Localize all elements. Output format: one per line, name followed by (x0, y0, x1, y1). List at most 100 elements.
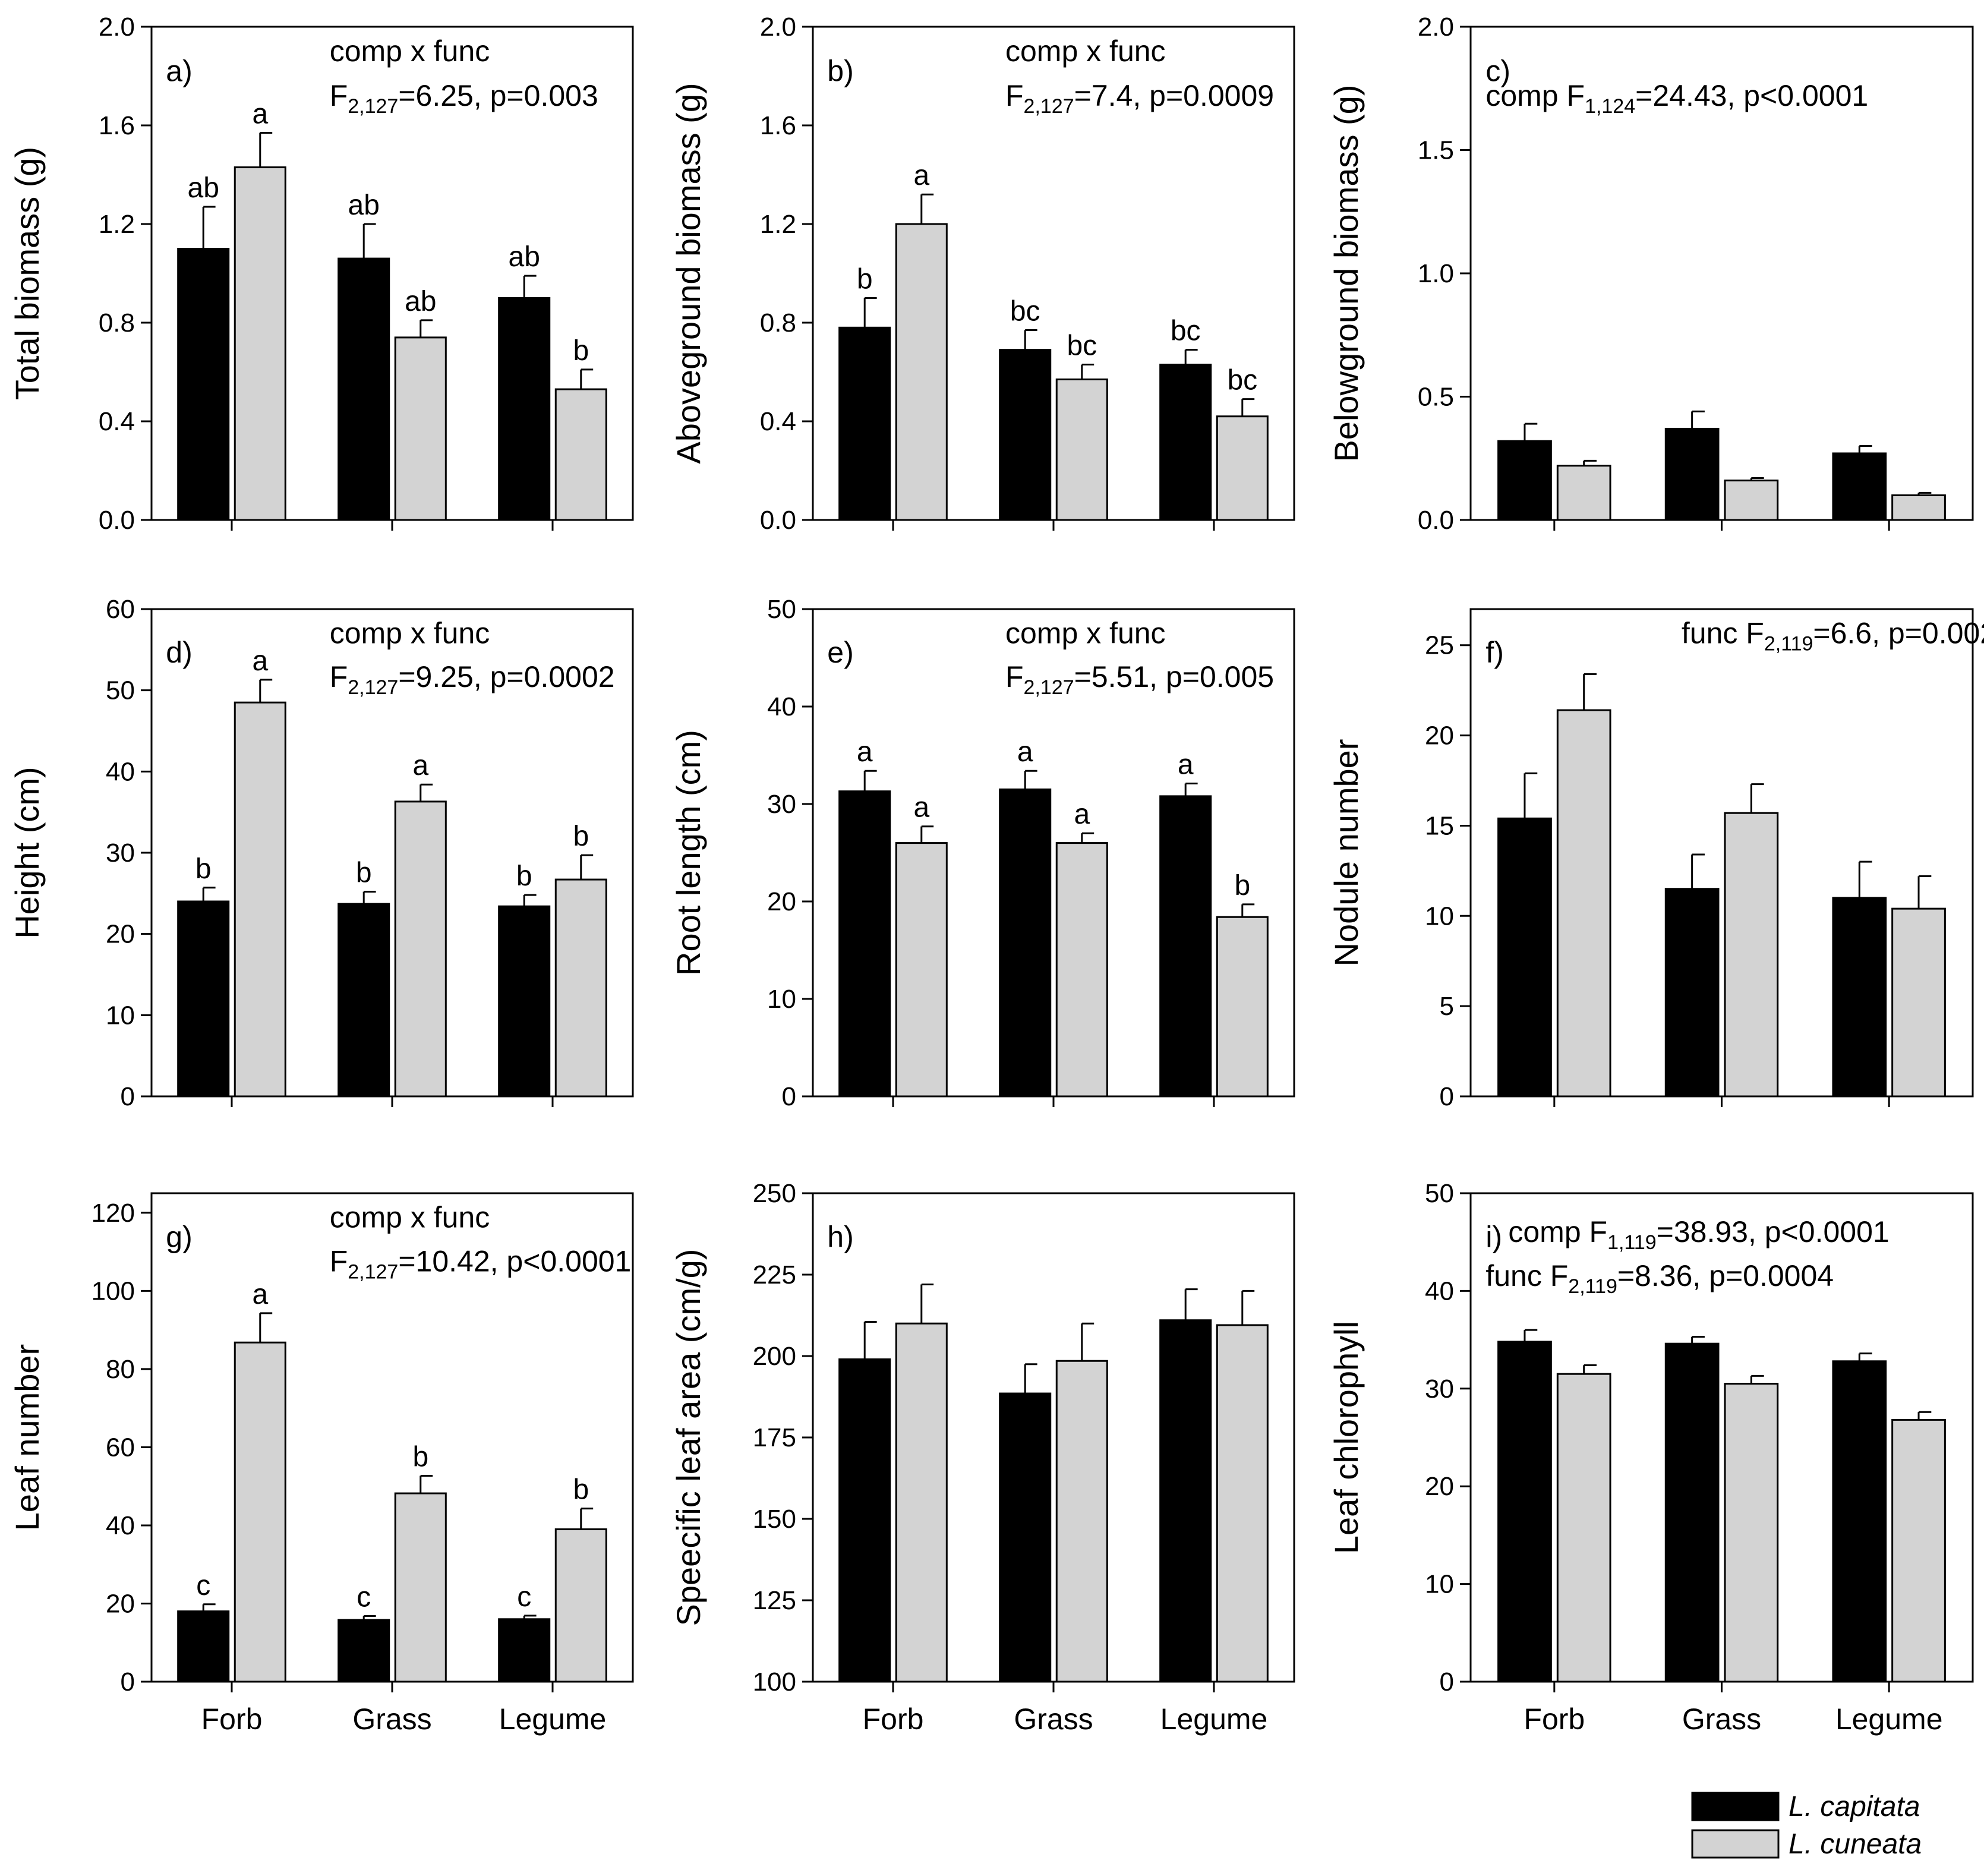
significance-letter: bc (1227, 365, 1257, 396)
significance-letter: a (913, 160, 929, 191)
bar (394, 336, 447, 521)
y-tick-label: 100 (753, 1667, 796, 1697)
y-tick-label: 20 (106, 1589, 135, 1618)
panels: 0.0 0.4 0.8 1.2 1.6 2.0 Total biomass (g) a) com… (8, 12, 1984, 1736)
significance-letter: b (857, 264, 873, 295)
panel-c: 0.0 0.5 1.0 1.5 2.0 Belowground biomass (g) c)… (1327, 12, 1974, 535)
x-category-label: Forb (1524, 1702, 1585, 1736)
stat-line-1: comp x func (1005, 34, 1166, 68)
bar (1891, 907, 1946, 1098)
y-tick-label: 2.0 (1418, 12, 1454, 42)
significance-letter: a (252, 1279, 268, 1310)
y-tick-label: 2.0 (760, 12, 796, 42)
bar (1832, 452, 1887, 521)
y-tick-label: 0 (1440, 1667, 1454, 1697)
stat-line-1: func F2,119=6.6, p=0.002 (1682, 616, 1984, 655)
stat-line-1: comp F1,124=24.43, p<0.0001 (1485, 79, 1868, 118)
bar (337, 1619, 390, 1683)
panel-g: 0 20 40 60 80 100 120 Leaf number g) comp x func F… (8, 1192, 634, 1736)
legend-swatch-l-capitata (1691, 1792, 1780, 1821)
bar (498, 1618, 551, 1683)
significance-letter: b (573, 335, 589, 367)
significance-letter: ab (188, 172, 219, 204)
significance-letter: c (357, 1582, 371, 1613)
bar (1216, 415, 1269, 521)
significance-letter: a (857, 736, 873, 768)
significance-letter: b (573, 1474, 589, 1506)
bar (1724, 1383, 1779, 1683)
bar (999, 788, 1052, 1098)
y-axis-title: Root length (cm) (670, 730, 707, 976)
stat-line-1: comp x func (330, 1201, 490, 1234)
y-tick-label: 10 (106, 1001, 135, 1030)
x-category-label: Forb (201, 1702, 263, 1736)
y-tick-label: 0 (121, 1082, 135, 1111)
stat-line-2: F2,127=7.4, p=0.0009 (1005, 79, 1274, 118)
panel-b: 0.0 0.4 0.8 1.2 1.6 2.0 Aboveground biomass (g… (670, 12, 1295, 535)
significance-letter: c (517, 1581, 531, 1613)
y-tick-label: 0.4 (760, 407, 796, 436)
significance-letter: b (573, 821, 589, 852)
bar (1724, 480, 1779, 521)
y-tick-label: 200 (753, 1342, 796, 1371)
y-tick-label: 1.6 (760, 111, 796, 140)
panel-i: 0 10 20 30 40 50 Leaf chlorophyll i) comp F1,119… (1327, 1179, 1974, 1736)
y-axis-title: Speecific leaf area (cm/g) (670, 1249, 707, 1626)
y-tick-label: 5 (1440, 992, 1454, 1021)
bar (498, 905, 551, 1098)
y-tick-label: 0.8 (99, 308, 135, 338)
legend-swatch-l-cuneata (1691, 1829, 1780, 1859)
y-axis-title: Leaf chlorophyll (1327, 1321, 1365, 1554)
bar (177, 248, 230, 521)
y-tick-label: 25 (1425, 631, 1454, 660)
y-tick-label: 80 (106, 1355, 135, 1384)
y-tick-label: 30 (1425, 1374, 1454, 1404)
bar (1497, 817, 1552, 1098)
bar (895, 842, 948, 1098)
panel-label: g) (166, 1220, 192, 1253)
y-tick-label: 0 (782, 1082, 796, 1111)
bar (1832, 1360, 1887, 1683)
bar (554, 878, 607, 1098)
y-tick-label: 60 (106, 595, 135, 624)
stat-line-1: comp F1,119=38.93, p<0.0001 (1508, 1215, 1889, 1254)
stat-line-2: func F2,119=8.36, p=0.0004 (1485, 1259, 1834, 1298)
bar (1832, 897, 1887, 1098)
y-tick-label: 40 (106, 1511, 135, 1540)
y-tick-label: 0.4 (99, 407, 135, 436)
y-tick-label: 2.0 (99, 12, 135, 42)
panel-label: d) (166, 636, 192, 669)
bar (498, 297, 551, 521)
y-tick-label: 40 (106, 757, 135, 786)
significance-letter: ab (405, 286, 436, 317)
x-category-label: Grass (352, 1702, 431, 1736)
bar (838, 1358, 891, 1683)
panel-label: c) (1485, 54, 1510, 87)
y-tick-label: 10 (1425, 901, 1454, 931)
significance-letter: c (196, 1570, 210, 1601)
panel-label: i) (1485, 1220, 1502, 1253)
bar (1216, 1324, 1269, 1683)
stat-line-1: comp x func (330, 34, 490, 68)
bar (1891, 494, 1946, 521)
legend: L. capitata L. cuneata (1691, 1791, 1922, 1860)
x-category-label: Legume (1835, 1702, 1943, 1736)
panel-label: h) (827, 1220, 853, 1253)
y-tick-label: 100 (92, 1276, 135, 1306)
y-tick-label: 60 (106, 1433, 135, 1462)
bar (1055, 378, 1108, 521)
significance-letter: bc (1171, 316, 1201, 347)
bar (1891, 1418, 1946, 1683)
bar (838, 790, 891, 1098)
y-tick-label: 0 (1440, 1082, 1454, 1111)
significance-letter: a (252, 645, 268, 677)
y-tick-label: 50 (767, 595, 796, 624)
y-tick-label: 30 (767, 790, 796, 819)
y-axis-title: Belowground biomass (g) (1327, 85, 1365, 462)
panel-label: e) (827, 636, 853, 669)
bar (1664, 888, 1720, 1098)
y-tick-label: 0.8 (760, 308, 796, 338)
bar (1055, 842, 1108, 1098)
y-axis-title: Nodule number (1327, 739, 1365, 967)
bar (234, 1341, 286, 1683)
